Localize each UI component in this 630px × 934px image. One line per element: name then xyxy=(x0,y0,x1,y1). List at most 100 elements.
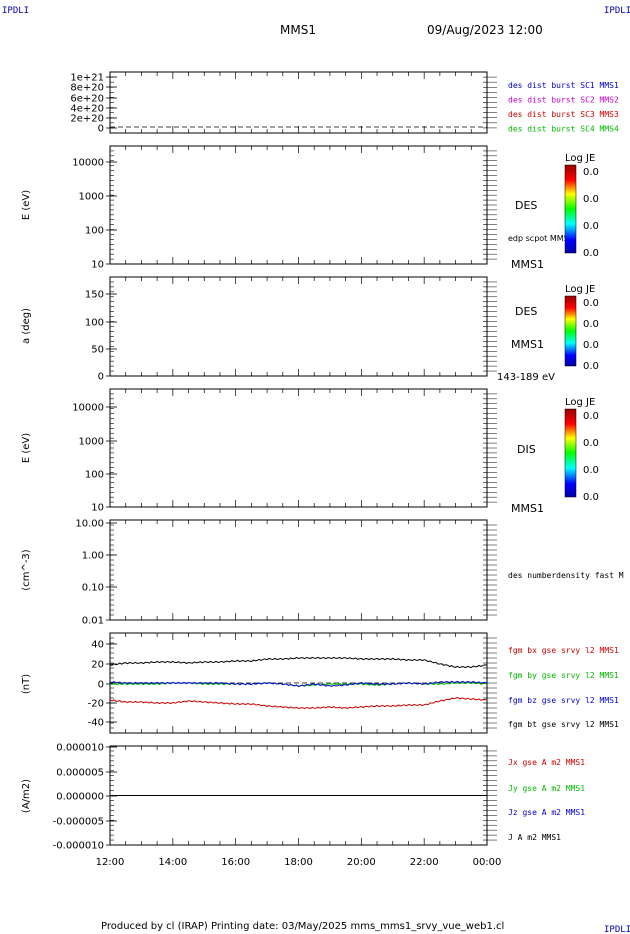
y-tick-label: -0.000005 xyxy=(53,817,104,828)
y-tick-label: 40 xyxy=(91,640,104,651)
colorbar-title: Log JE xyxy=(565,284,595,295)
y-tick-label: -0.000010 xyxy=(53,841,104,852)
x-tick-label: 00:00 xyxy=(473,857,502,868)
mission-title: MMS1 xyxy=(280,23,316,37)
colorbar-tick-label: 0.0 xyxy=(583,221,599,232)
legend-item: fgm bt gse srvy l2 MMS1 xyxy=(508,720,619,729)
y-tick-label: 100 xyxy=(85,318,104,329)
x-tick-label: 14:00 xyxy=(158,857,187,868)
y-tick-label: 4e+20 xyxy=(70,104,104,115)
colorbar-tick-label: 0.0 xyxy=(583,340,599,351)
side-label: MMS1 xyxy=(511,258,544,271)
legend-item: Jx gse A m2 MMS1 xyxy=(508,758,585,767)
side-label: MMS1 xyxy=(511,502,544,515)
legend-item: Jy gse A m2 MMS1 xyxy=(508,784,585,793)
colorbar xyxy=(564,295,577,367)
x-axis: 12:00 14:00 16:00 18:00 20:00 22:00 00:00 xyxy=(96,857,502,868)
legend-item: des dist burst SC3 MMS3 xyxy=(508,110,619,119)
y-tick-label: 0 xyxy=(98,124,104,135)
y-axis-label: (nT) xyxy=(21,674,32,694)
logo-left: IPDLI xyxy=(2,6,29,16)
series-line xyxy=(109,696,488,710)
legend-item: J A m2 MMS1 xyxy=(508,833,561,842)
y-tick-label: 150 xyxy=(85,290,104,301)
panel-des_pitch: 150 100 50 0 a (deg) DES MMS1 143-189 eV Log JE 0… xyxy=(21,276,599,383)
panel-frame xyxy=(109,519,488,621)
y-axis-label: (cm^-3) xyxy=(21,549,32,590)
x-tick-label: 12:00 xyxy=(96,857,125,868)
y-tick-label: 10 xyxy=(91,503,104,514)
y-axis-label: (A/m2) xyxy=(21,779,32,813)
panel-frame xyxy=(109,388,488,508)
colorbar-tick-label: 0.0 xyxy=(583,319,599,330)
legend-item: fgm bz gse srvy l2 MMS1 xyxy=(508,696,619,705)
legend-item: des numberdensity fast M xyxy=(508,571,624,580)
y-tick-label: 0.01 xyxy=(82,616,104,627)
side-label: edp scpot MMS1 xyxy=(508,234,574,243)
x-tick-label: 20:00 xyxy=(347,857,376,868)
panel-des_energy: 10000 1000 100 10 E (eV) DES edp scpot MMS1 MMS… xyxy=(21,145,599,271)
legend-item: des dist burst SC1 MMS1 xyxy=(508,81,619,90)
y-tick-label: 10.00 xyxy=(75,519,104,530)
series-line xyxy=(109,656,488,669)
footer-text: Produced by cl (IRAP) Printing date: 03/… xyxy=(101,921,504,932)
y-tick-label: -40 xyxy=(88,718,104,729)
panel-frame xyxy=(109,145,488,265)
legend-item: des dist burst SC2 MMS2 xyxy=(508,96,619,105)
footer-logo: IPDLI xyxy=(604,925,630,934)
y-tick-label: 10000 xyxy=(72,158,104,169)
panel-density: 10.00 1.00 0.10 0.01 (cm^-3) des numberdensit… xyxy=(21,519,624,627)
y-tick-label: 100 xyxy=(85,470,104,481)
y-axis-label: a (deg) xyxy=(21,308,32,344)
colorbar-tick-label: 0.0 xyxy=(583,361,599,372)
y-tick-label: 50 xyxy=(91,345,104,356)
y-tick-label: 1.00 xyxy=(82,551,104,562)
colorbar-tick-label: 0.0 xyxy=(583,411,599,422)
datetime-title: 09/Aug/2023 12:00 xyxy=(427,23,543,37)
colorbar-tick-label: 0.0 xyxy=(583,194,599,205)
side-label: 143-189 eV xyxy=(497,372,555,383)
y-tick-label: 1000 xyxy=(79,437,104,448)
y-tick-label: 100 xyxy=(85,226,104,237)
y-tick-label: 10 xyxy=(91,260,104,271)
side-label: DES xyxy=(515,199,537,212)
side-label: DIS xyxy=(517,443,536,456)
y-axis-label: E (eV) xyxy=(21,190,32,220)
y-tick-label: 0.000010 xyxy=(56,743,104,754)
colorbar-tick-label: 0.0 xyxy=(583,248,599,259)
colorbar-tick-label: 0.0 xyxy=(583,492,599,503)
colorbar xyxy=(564,408,577,498)
y-tick-label: 0.000005 xyxy=(56,768,104,779)
y-tick-label: 8e+20 xyxy=(70,83,104,94)
y-tick-label: 1000 xyxy=(79,192,104,203)
legend-item: fgm bx gse srvy l2 MMS1 xyxy=(508,646,619,655)
y-tick-label: 6e+20 xyxy=(70,94,104,105)
colorbar-tick-label: 0.0 xyxy=(583,438,599,449)
y-tick-label: 0.10 xyxy=(82,583,104,594)
y-tick-label: 20 xyxy=(91,660,104,671)
panel-dis_energy: 10000 1000 100 10 E (eV) DIS MMS1 Log JE 0.0 0.0 0… xyxy=(21,388,599,515)
panel-frame xyxy=(109,276,488,377)
side-label: MMS1 xyxy=(511,338,544,351)
legend-item: des dist burst SC4 MMS4 xyxy=(508,125,619,134)
y-tick-label: 2e+20 xyxy=(70,114,104,125)
y-tick-label: 10000 xyxy=(72,403,104,414)
y-tick-label: 0 xyxy=(98,680,104,691)
colorbar-title: Log JE xyxy=(565,153,595,164)
series-line xyxy=(109,680,488,688)
side-label: DES xyxy=(515,305,537,318)
x-tick-label: 22:00 xyxy=(410,857,439,868)
colorbar-tick-label: 0.0 xyxy=(583,167,599,178)
y-tick-label: 1e+21 xyxy=(70,73,104,84)
x-tick-label: 18:00 xyxy=(284,857,313,868)
y-tick-label: 0.000000 xyxy=(56,792,104,803)
logo-right: IPDLI xyxy=(604,6,630,16)
colorbar xyxy=(564,164,577,254)
y-axis-label: E (eV) xyxy=(21,433,32,463)
colorbar-tick-label: 0.0 xyxy=(583,465,599,476)
legend-item: fgm by gse srvy l2 MMS1 xyxy=(508,671,619,680)
panel-current: 0.000010 0.000005 0.000000 -0.000005 -0.0000… xyxy=(21,743,585,852)
